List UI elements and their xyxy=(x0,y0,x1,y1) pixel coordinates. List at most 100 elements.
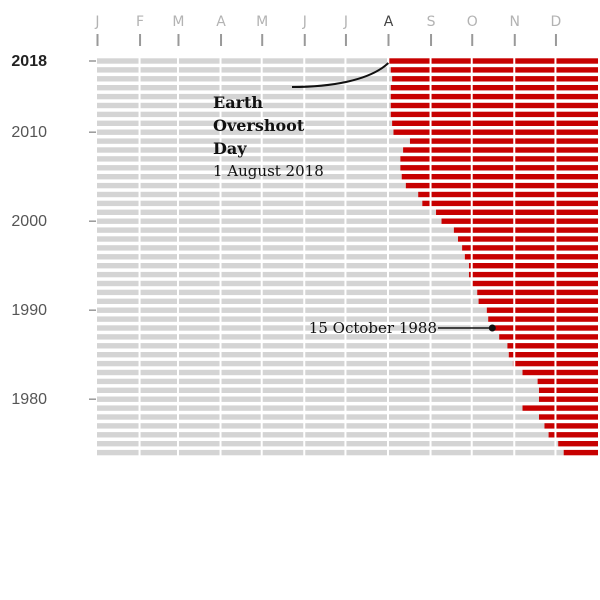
bar-after-overshoot xyxy=(390,85,598,91)
bar-before-overshoot xyxy=(97,111,391,118)
bar-after-overshoot xyxy=(390,111,598,118)
bar-after-overshoot xyxy=(401,174,598,180)
bar-before-overshoot xyxy=(97,147,404,153)
bar-before-overshoot xyxy=(97,396,539,402)
bar-before-overshoot xyxy=(97,263,469,269)
bar-before-overshoot xyxy=(97,218,442,224)
bar-before-overshoot xyxy=(97,343,508,349)
bar-before-overshoot xyxy=(97,289,478,296)
bar-before-overshoot xyxy=(97,334,500,340)
bar-after-overshoot xyxy=(393,129,598,135)
annotation-1988-dot xyxy=(488,324,496,332)
bar-after-overshoot xyxy=(544,423,598,429)
bar-after-overshoot xyxy=(390,93,598,100)
bar-before-overshoot xyxy=(97,156,401,162)
bar-before-overshoot xyxy=(97,298,479,304)
earth-overshoot-title-line-2: Overshoot xyxy=(213,116,305,135)
month-label: F xyxy=(136,14,144,30)
month-label: M xyxy=(172,14,184,30)
bar-after-overshoot xyxy=(486,307,598,313)
bar-before-overshoot xyxy=(97,227,454,233)
month-label: J xyxy=(94,14,99,30)
bar-after-overshoot xyxy=(538,414,598,420)
month-label: S xyxy=(427,14,436,30)
bar-before-overshoot xyxy=(97,378,538,385)
bar-before-overshoot xyxy=(97,280,472,287)
bar-after-overshoot xyxy=(522,405,598,411)
bar-after-overshoot xyxy=(418,191,598,198)
bar-after-overshoot xyxy=(462,245,598,251)
bar-after-overshoot xyxy=(468,271,598,278)
bar-before-overshoot xyxy=(97,441,559,447)
bar-after-overshoot xyxy=(558,441,598,447)
annotation-1988-label: 15 October 1988 xyxy=(309,319,437,337)
bar-before-overshoot xyxy=(97,209,437,215)
month-label: N xyxy=(510,14,520,30)
bar-before-overshoot xyxy=(97,352,509,358)
bar-before-overshoot xyxy=(97,120,393,126)
bar-before-overshoot xyxy=(97,387,539,393)
bar-after-overshoot xyxy=(488,316,598,322)
bar-before-overshoot xyxy=(97,369,523,376)
earth-overshoot-title-line-1: Earth xyxy=(213,93,263,112)
month-label: A xyxy=(216,14,226,30)
bar-after-overshoot xyxy=(436,209,598,215)
bar-after-overshoot xyxy=(390,102,598,109)
bar-after-overshoot xyxy=(400,156,598,162)
earth-overshoot-title-line-3: Day xyxy=(213,139,247,158)
month-label: J xyxy=(343,14,348,30)
bar-after-overshoot xyxy=(422,200,598,207)
bar-before-overshoot xyxy=(97,316,489,322)
bar-after-overshoot xyxy=(403,147,598,153)
bar-before-overshoot xyxy=(97,58,390,64)
bar-before-overshoot xyxy=(97,191,419,198)
month-label: D xyxy=(551,14,562,30)
bar-before-overshoot xyxy=(97,254,465,260)
bar-after-overshoot xyxy=(471,280,598,287)
bar-before-overshoot xyxy=(97,76,393,82)
year-axis: 2018 2010 2000 1990 1980 xyxy=(11,53,96,408)
bar-before-overshoot xyxy=(97,432,549,438)
bar-before-overshoot xyxy=(97,138,410,144)
month-label: A xyxy=(384,14,394,30)
bar-after-overshoot xyxy=(492,325,598,331)
bar-after-overshoot xyxy=(563,449,598,456)
bar-after-overshoot xyxy=(457,236,598,242)
bar-before-overshoot xyxy=(97,449,564,456)
bar-after-overshoot xyxy=(392,76,598,82)
bar-after-overshoot xyxy=(522,369,598,376)
bar-after-overshoot xyxy=(405,182,598,189)
bar-after-overshoot xyxy=(392,120,598,126)
bar-after-overshoot xyxy=(538,387,598,393)
year-label: 2000 xyxy=(11,213,47,230)
bar-before-overshoot xyxy=(97,67,391,73)
bar-after-overshoot xyxy=(508,352,598,358)
bar-before-overshoot xyxy=(97,129,394,135)
bar-after-overshoot xyxy=(453,227,598,233)
bar-after-overshoot xyxy=(537,378,598,385)
bar-after-overshoot xyxy=(441,218,598,224)
month-label: O xyxy=(467,14,478,30)
earth-overshoot-leader-line xyxy=(291,62,390,88)
year-label: 2010 xyxy=(11,124,47,141)
bar-before-overshoot xyxy=(97,414,539,420)
bar-before-overshoot xyxy=(97,423,545,429)
year-label: 1980 xyxy=(11,391,47,408)
bar-before-overshoot xyxy=(97,236,458,242)
annotations: Earth Overshoot Day 1 August 2018 15 Oct… xyxy=(213,62,496,337)
year-label: 2018 xyxy=(11,53,47,70)
bar-after-overshoot xyxy=(389,58,598,64)
bar-before-overshoot xyxy=(97,93,391,100)
bar-before-overshoot xyxy=(97,102,391,109)
bar-before-overshoot xyxy=(97,182,406,189)
bar-before-overshoot xyxy=(97,85,391,91)
month-label: J xyxy=(302,14,307,30)
bar-after-overshoot xyxy=(478,298,598,304)
bars xyxy=(97,55,598,459)
bar-after-overshoot xyxy=(409,138,598,144)
bar-after-overshoot xyxy=(499,334,598,340)
bar-before-overshoot xyxy=(97,325,493,331)
bar-after-overshoot xyxy=(538,396,598,402)
